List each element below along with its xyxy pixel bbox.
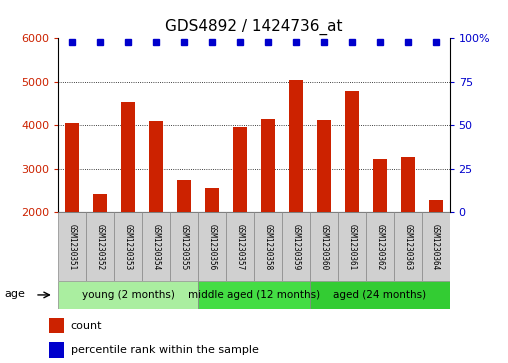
Text: young (2 months): young (2 months) — [82, 290, 175, 300]
Bar — [49, 342, 65, 358]
Bar — [366, 212, 394, 281]
Text: count: count — [71, 321, 103, 331]
Bar — [226, 212, 254, 281]
Text: GSM1230358: GSM1230358 — [264, 224, 272, 270]
Text: GSM1230357: GSM1230357 — [236, 224, 244, 270]
Bar — [429, 200, 442, 212]
Text: aged (24 months): aged (24 months) — [333, 290, 426, 300]
Text: GSM1230361: GSM1230361 — [347, 224, 356, 270]
Bar — [66, 123, 79, 212]
Bar — [93, 193, 107, 212]
Text: GSM1230364: GSM1230364 — [431, 224, 440, 270]
Bar — [289, 80, 303, 212]
Bar — [422, 212, 450, 281]
Bar — [254, 212, 282, 281]
Bar — [345, 91, 359, 212]
Bar — [58, 212, 86, 281]
Bar — [170, 212, 198, 281]
Text: GSM1230360: GSM1230360 — [320, 224, 328, 270]
Bar — [86, 212, 114, 281]
Bar — [149, 121, 163, 212]
Bar — [49, 318, 65, 333]
Bar — [282, 212, 310, 281]
Text: GSM1230353: GSM1230353 — [124, 224, 133, 270]
Bar — [121, 102, 135, 212]
Bar — [177, 180, 191, 212]
Text: GSM1230359: GSM1230359 — [292, 224, 300, 270]
Bar — [198, 281, 310, 309]
Bar — [317, 119, 331, 212]
Text: GSM1230351: GSM1230351 — [68, 224, 77, 270]
Text: GSM1230356: GSM1230356 — [208, 224, 216, 270]
Title: GDS4892 / 1424736_at: GDS4892 / 1424736_at — [165, 19, 343, 35]
Bar — [205, 188, 219, 212]
Bar — [394, 212, 422, 281]
Text: GSM1230352: GSM1230352 — [96, 224, 105, 270]
Bar — [373, 159, 387, 212]
Bar — [114, 212, 142, 281]
Text: GSM1230363: GSM1230363 — [403, 224, 412, 270]
Bar — [401, 157, 415, 212]
Bar — [58, 281, 198, 309]
Bar — [198, 212, 226, 281]
Bar — [310, 212, 338, 281]
Bar — [142, 212, 170, 281]
Text: GSM1230354: GSM1230354 — [152, 224, 161, 270]
Text: age: age — [5, 289, 25, 299]
Bar — [233, 127, 247, 212]
Bar — [338, 212, 366, 281]
Text: GSM1230355: GSM1230355 — [180, 224, 188, 270]
Bar — [310, 281, 450, 309]
Text: middle aged (12 months): middle aged (12 months) — [188, 290, 320, 300]
Text: GSM1230362: GSM1230362 — [375, 224, 384, 270]
Text: percentile rank within the sample: percentile rank within the sample — [71, 346, 259, 355]
Bar — [261, 119, 275, 212]
